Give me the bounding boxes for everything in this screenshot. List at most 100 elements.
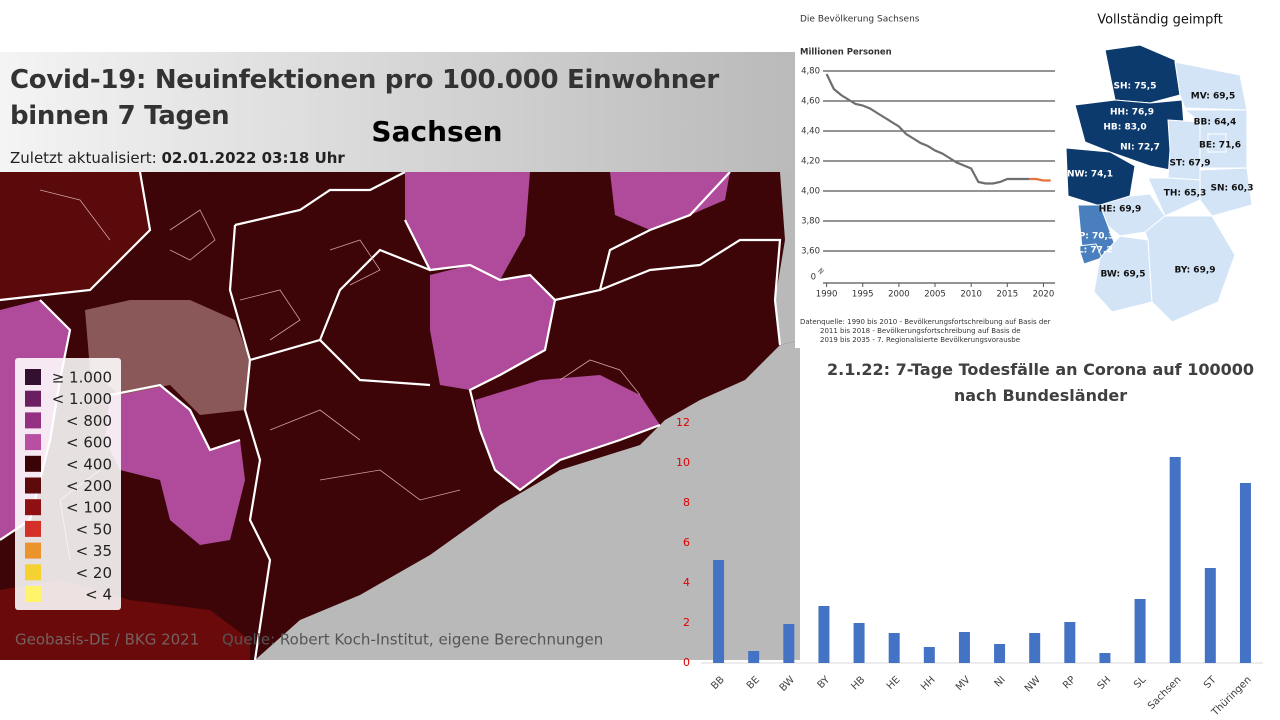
source-note: 2011 bis 2018 - Bevölkerungsfortschreibu…: [820, 327, 1021, 335]
district: [610, 172, 730, 230]
legend-swatch: [25, 369, 41, 385]
district: [405, 172, 530, 280]
state-label: SL: 77,2: [1071, 246, 1112, 256]
line-chart: Die Bevölkerung Sachsens Millionen Person…: [795, 0, 1060, 348]
source-note: Datenquelle: 1990 bis 2010 - Bevölkerung…: [800, 318, 1051, 326]
map-credit: Geobasis-DE / BKG 2021: [15, 631, 199, 649]
bar: [923, 647, 935, 663]
bar-title: 2.1.22: 7-Tage Todesfälle an Corona auf …: [826, 360, 1254, 405]
state-label: NW: 74,1: [1067, 170, 1113, 180]
state-label: SH: 75,5: [1114, 82, 1157, 92]
legend-box: [15, 358, 121, 610]
district-border: [239, 289, 301, 341]
bar: [713, 560, 725, 663]
legend-swatch: [25, 455, 41, 472]
district-border: [269, 409, 361, 441]
state-label: HB: 83,0: [1103, 123, 1146, 133]
district: [255, 340, 800, 660]
y-tick-label: 4,60: [801, 97, 820, 107]
state: [1207, 133, 1227, 153]
bar: [1239, 483, 1251, 663]
district-border: [39, 189, 111, 241]
legend-label: < 800: [66, 412, 112, 430]
bar: [748, 651, 760, 663]
district-border: [559, 359, 641, 396]
bar: [994, 644, 1006, 663]
state: [1174, 61, 1248, 111]
bar-chart-background: [680, 660, 800, 720]
legend-swatch: [25, 564, 41, 581]
state-border: [228, 224, 272, 661]
state-label: BY: 69,9: [1174, 266, 1215, 276]
y-tick-label: 0: [683, 656, 690, 669]
legend-label: < 1.000: [52, 390, 112, 408]
state-border: [249, 338, 431, 387]
bar: [958, 632, 970, 663]
bar: [818, 606, 830, 663]
updated-label-text: Zuletzt aktualisiert:: [10, 149, 157, 167]
bar: [888, 633, 900, 663]
y-axis-label: Millionen Personen: [800, 48, 892, 58]
line-chart-background: [795, 0, 1060, 348]
state: [1144, 215, 1236, 323]
map-title: Covid-19: Neuinfektionen pro 100.000 Ein…: [10, 65, 719, 131]
y-tick-label: 4: [683, 576, 690, 589]
bar: [1064, 622, 1076, 663]
legend-label: < 400: [66, 455, 112, 473]
germany-map: Vollständig geimpft SH: 75,5 MV: 69,5 HH: 7…: [1065, 13, 1254, 323]
state-border: [234, 171, 406, 227]
y-tick-label: 12: [676, 416, 690, 429]
state: [1147, 177, 1201, 217]
state-border: [318, 248, 431, 341]
bar: [1169, 457, 1181, 663]
y-tick-label: 10: [676, 456, 690, 469]
legend-label: < 35: [76, 542, 112, 560]
bar: [1204, 568, 1216, 663]
bar: [783, 624, 795, 663]
state-label: SN: 60,3: [1211, 184, 1254, 194]
district: [430, 265, 555, 390]
legend-label: < 100: [66, 499, 112, 517]
state-label: RP: 70,3: [1072, 232, 1114, 242]
legend-swatch: [25, 542, 41, 559]
y-tick-label: 6: [683, 536, 690, 549]
y-tick-label: 4,00: [801, 187, 820, 197]
germany-title: Vollständig geimpft: [1097, 13, 1223, 28]
state-label: BW: 69,5: [1101, 270, 1146, 280]
line-series: [825, 73, 1029, 185]
axis-break: [817, 267, 825, 275]
state-label: NI: 72,7: [1120, 143, 1160, 153]
x-tick-label: 1990: [816, 290, 838, 300]
legend-label: < 50: [76, 520, 112, 538]
district: [105, 385, 245, 545]
x-tick-label: 2010: [960, 290, 982, 300]
x-tick-label: 2000: [888, 290, 910, 300]
y-tick-label: 3,60: [801, 247, 820, 257]
legend-label: < 4: [85, 586, 112, 604]
legend-swatch: [25, 434, 41, 451]
line-title: Die Bevölkerung Sachsens: [800, 15, 920, 25]
legend-swatch: [25, 520, 41, 537]
state-border: [109, 383, 241, 452]
state-border: [0, 171, 152, 302]
state: [1104, 44, 1181, 104]
state-label: HH: 76,9: [1110, 108, 1154, 118]
legend-swatch: [25, 586, 41, 602]
district: [475, 375, 660, 490]
y-tick-label: 4,20: [801, 157, 820, 167]
state-label: HE: 69,9: [1099, 205, 1142, 215]
district-border: [329, 239, 381, 286]
state-label: BE: 71,6: [1199, 141, 1241, 151]
bar: [853, 623, 865, 663]
district-border: [319, 469, 461, 501]
y-tick-label: 8: [683, 496, 690, 509]
x-tick-label: 2020: [1033, 290, 1055, 300]
legend-label: < 600: [66, 434, 112, 452]
y-tick-label: 2: [683, 616, 690, 629]
updated-value: 02.01.2022 03:18 Uhr: [161, 149, 345, 167]
y-tick-label: 4,40: [801, 127, 820, 137]
x-tick-label: 2015: [996, 290, 1018, 300]
legend-label: ≥ 1.000: [52, 369, 112, 387]
y-break-label: 0: [811, 273, 816, 283]
